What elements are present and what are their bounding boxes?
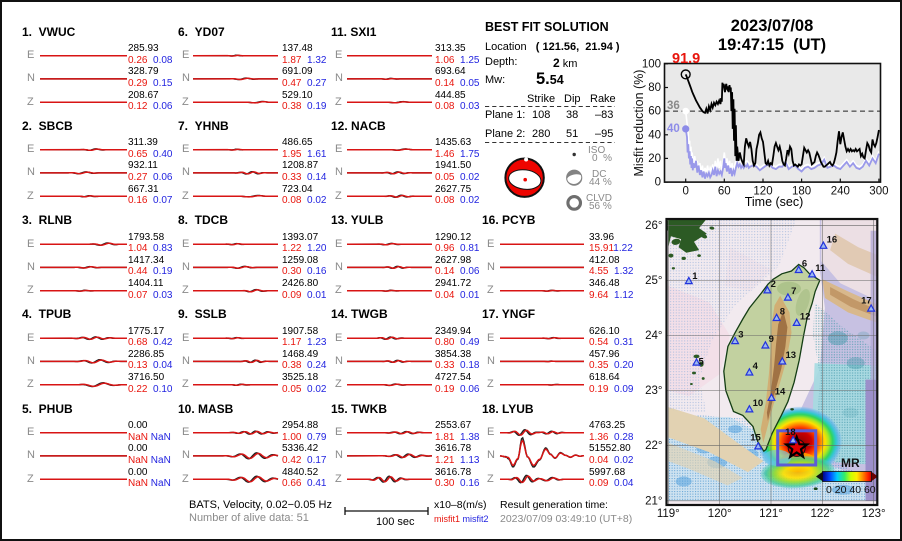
svg-text:120°: 120° — [708, 508, 732, 520]
svg-text:100: 100 — [642, 58, 661, 70]
svg-text:8: 8 — [780, 307, 785, 318]
svg-text:22°: 22° — [645, 440, 662, 452]
svg-text:120: 120 — [753, 186, 772, 198]
svg-text:20: 20 — [648, 153, 661, 165]
svg-text:21°: 21° — [645, 495, 662, 507]
svg-text:300: 300 — [869, 186, 888, 198]
svg-text:40: 40 — [648, 129, 661, 141]
svg-text:2: 2 — [771, 279, 776, 290]
svg-text:3: 3 — [738, 330, 743, 341]
svg-text:17: 17 — [861, 296, 872, 307]
svg-text:23°: 23° — [645, 385, 662, 397]
svg-text:25°: 25° — [645, 275, 662, 287]
svg-text:119°: 119° — [657, 508, 680, 520]
svg-text:12: 12 — [800, 311, 811, 322]
svg-text:16: 16 — [827, 234, 838, 245]
svg-text:26°: 26° — [645, 220, 662, 232]
svg-text:11: 11 — [815, 263, 826, 274]
svg-text:9: 9 — [769, 334, 774, 345]
svg-text:80: 80 — [648, 82, 661, 94]
svg-text:180: 180 — [792, 186, 811, 198]
svg-text:122°: 122° — [811, 508, 835, 520]
svg-text:0: 0 — [655, 177, 661, 189]
svg-text:60: 60 — [718, 186, 731, 198]
svg-text:4: 4 — [753, 361, 759, 372]
svg-text:240: 240 — [831, 186, 850, 198]
svg-text:24°: 24° — [645, 330, 662, 342]
svg-text:6: 6 — [802, 259, 807, 270]
svg-text:15: 15 — [750, 432, 761, 443]
svg-text:13: 13 — [786, 350, 797, 361]
svg-text:7: 7 — [791, 286, 796, 297]
svg-text:123°: 123° — [862, 508, 886, 520]
svg-text:0: 0 — [682, 186, 688, 198]
svg-text:14: 14 — [775, 386, 786, 397]
svg-text:0 20 40 60: 0 20 40 60 — [826, 484, 876, 496]
svg-text:MR: MR — [841, 456, 860, 470]
svg-text:1: 1 — [692, 271, 698, 282]
svg-text:121°: 121° — [759, 508, 783, 520]
svg-text:60: 60 — [648, 106, 661, 118]
svg-text:18: 18 — [785, 427, 796, 438]
svg-text:Misfit reduction (%): Misfit reduction (%) — [632, 70, 646, 177]
svg-text:10: 10 — [753, 398, 764, 409]
svg-text:5: 5 — [699, 357, 705, 368]
